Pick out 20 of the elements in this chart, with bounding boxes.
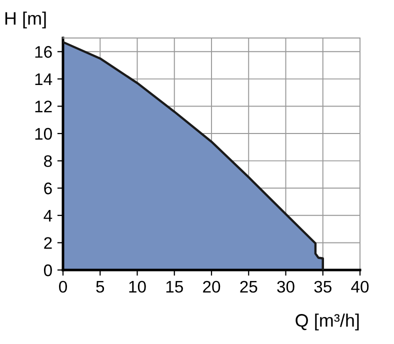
x-tick-label: 15 [166,281,183,293]
x-tick-label: 0 [59,280,67,293]
y-tick-label: 8 [44,155,52,168]
y-tick-label: 6 [44,182,52,194]
x-tick-label: 35 [314,280,332,293]
y-tick-label: 0 [44,264,52,276]
x-tick-label: 30 [277,280,294,293]
y-tick-label: 16 [35,46,52,58]
y-tick-label: 4 [44,210,52,222]
y-tick-label: 10 [35,128,52,140]
y-tick-label: 2 [44,237,52,249]
y-tick-label: 14 [35,74,52,85]
x-tick-label: 25 [240,280,258,293]
x-tick-label: 20 [203,280,220,293]
y-axis-title: H [m] [5,12,46,28]
x-tick-label: 5 [96,281,104,293]
x-tick-label: 40 [351,280,369,293]
y-tick-label: 12 [35,100,52,112]
x-tick-label: 10 [129,280,146,293]
x-axis-title: Q [m³/h] [296,314,359,330]
